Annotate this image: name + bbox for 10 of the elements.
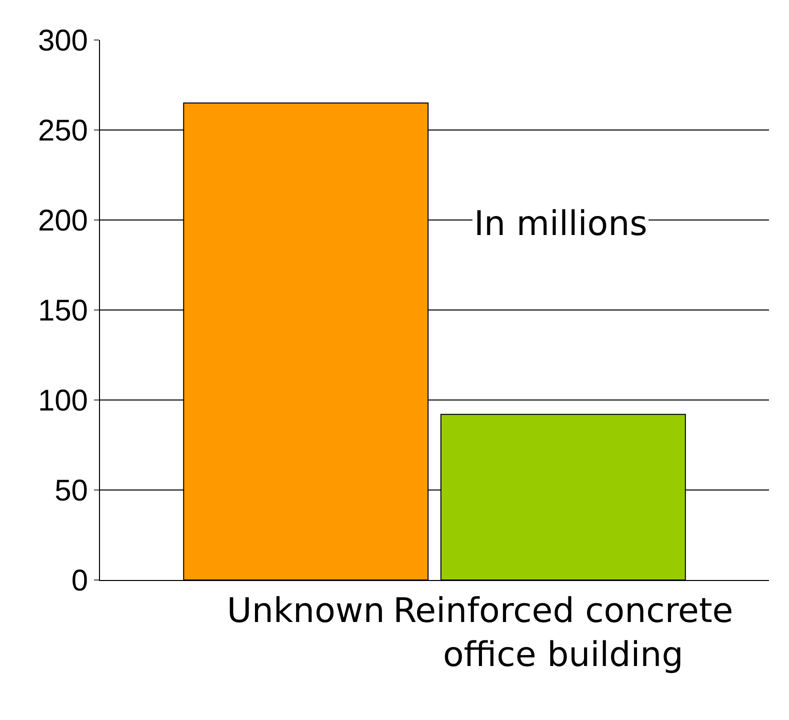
y-tick-label: 0 (71, 564, 88, 598)
x-tick-label: Reinforced concrete office building (393, 590, 734, 675)
y-tick-label: 150 (38, 294, 88, 328)
y-tick-label: 100 (38, 384, 88, 418)
annotation: In millions (474, 204, 648, 244)
y-tick-label: 250 (38, 114, 88, 148)
x-tick-label: Unknown (226, 590, 385, 631)
y-tick-label: 200 (38, 204, 88, 238)
y-tick-label: 50 (54, 474, 88, 508)
y-tick-label: 300 (38, 24, 88, 58)
